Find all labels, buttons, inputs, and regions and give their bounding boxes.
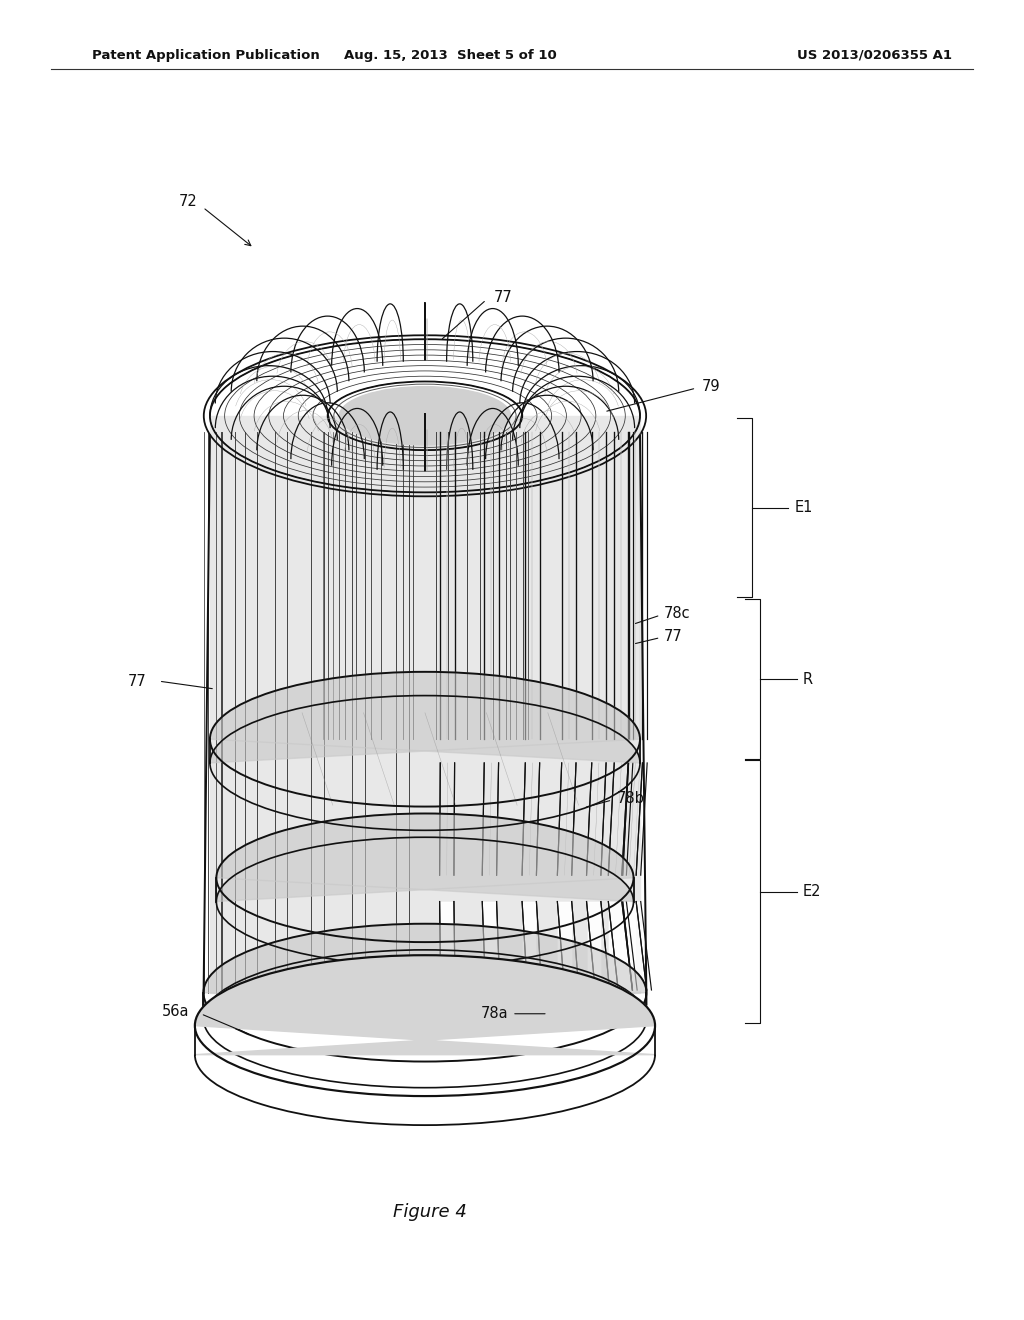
Polygon shape <box>204 924 646 1019</box>
Text: 56a: 56a <box>162 1003 189 1019</box>
Polygon shape <box>216 813 634 902</box>
Text: E2: E2 <box>803 884 821 899</box>
FancyBboxPatch shape <box>210 416 640 993</box>
Text: Patent Application Publication: Patent Application Publication <box>92 49 319 62</box>
Polygon shape <box>210 672 640 763</box>
Text: R: R <box>803 672 813 686</box>
Text: US 2013/0206355 A1: US 2013/0206355 A1 <box>798 49 952 62</box>
Text: 78b: 78b <box>616 791 644 807</box>
Text: 77: 77 <box>664 628 682 644</box>
Text: Aug. 15, 2013  Sheet 5 of 10: Aug. 15, 2013 Sheet 5 of 10 <box>344 49 557 62</box>
Text: E1: E1 <box>795 500 813 515</box>
Text: 79: 79 <box>701 379 720 395</box>
Polygon shape <box>195 956 655 1055</box>
Ellipse shape <box>339 387 511 445</box>
Text: 78c: 78c <box>664 606 690 622</box>
Text: Figure 4: Figure 4 <box>393 1203 467 1221</box>
Text: 78a: 78a <box>480 1006 508 1022</box>
Text: 77: 77 <box>494 289 512 305</box>
Text: 72: 72 <box>179 194 198 210</box>
Text: 77: 77 <box>128 673 146 689</box>
